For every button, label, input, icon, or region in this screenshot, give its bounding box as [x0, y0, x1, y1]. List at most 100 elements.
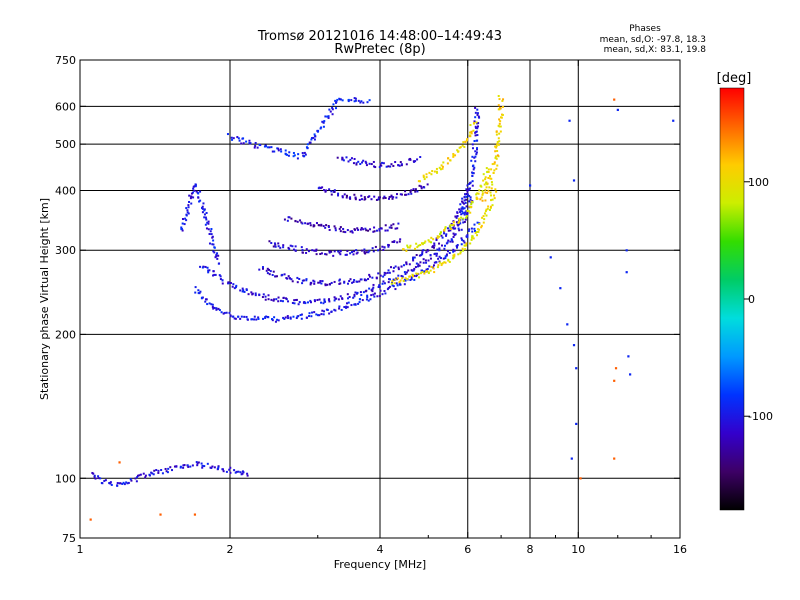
data-point — [233, 287, 236, 290]
data-point — [273, 298, 276, 301]
data-point — [187, 212, 190, 215]
data-point — [364, 197, 367, 200]
data-point — [233, 469, 236, 472]
data-point — [397, 274, 400, 277]
data-point — [309, 224, 312, 227]
data-point — [320, 252, 323, 255]
data-point — [208, 302, 211, 305]
data-point — [422, 174, 425, 177]
data-point — [287, 246, 290, 249]
data-point — [415, 242, 418, 245]
data-point — [287, 317, 290, 320]
data-point — [433, 244, 436, 247]
data-point — [351, 251, 354, 254]
data-point — [422, 258, 425, 261]
data-point — [205, 298, 208, 301]
data-point — [461, 212, 464, 215]
data-point — [473, 227, 476, 230]
data-point — [483, 218, 486, 221]
data-point — [349, 230, 352, 233]
data-point — [459, 146, 462, 149]
data-point — [203, 213, 206, 216]
data-point — [412, 259, 415, 262]
data-point — [295, 298, 298, 301]
data-point — [491, 163, 494, 166]
data-point — [404, 279, 407, 282]
data-point — [473, 140, 476, 143]
data-point — [97, 475, 100, 478]
data-point — [423, 270, 426, 273]
data-point — [429, 257, 432, 260]
data-point — [218, 274, 221, 277]
data-point — [301, 222, 304, 225]
data-point — [486, 183, 489, 186]
data-point — [274, 320, 277, 323]
data-point — [614, 367, 618, 370]
data-point — [353, 100, 356, 103]
data-point — [407, 193, 410, 196]
data-point — [388, 271, 391, 274]
data-point — [423, 241, 426, 244]
data-point — [396, 227, 399, 230]
data-point — [199, 265, 202, 268]
data-points — [89, 94, 675, 521]
data-point — [448, 251, 451, 254]
data-point — [324, 253, 327, 256]
data-point — [333, 299, 336, 302]
data-point — [179, 465, 182, 468]
data-point — [392, 164, 395, 167]
data-point — [270, 298, 273, 301]
data-point — [193, 189, 196, 192]
data-point — [416, 158, 419, 161]
data-point — [275, 275, 278, 278]
data-point — [466, 235, 469, 238]
data-point — [461, 144, 464, 147]
data-point — [318, 314, 321, 317]
data-point — [326, 308, 329, 311]
data-point — [248, 142, 251, 145]
data-point — [433, 242, 436, 245]
data-point — [433, 253, 436, 256]
data-point — [99, 477, 102, 480]
data-point — [627, 355, 630, 358]
data-point — [415, 262, 418, 265]
data-point — [438, 261, 441, 264]
data-point — [190, 202, 193, 205]
data-point — [311, 249, 314, 252]
data-point — [421, 271, 424, 274]
data-point — [414, 247, 417, 250]
data-point — [239, 317, 242, 320]
data-point — [498, 132, 501, 135]
data-point — [167, 467, 170, 470]
data-point — [396, 193, 399, 196]
data-point — [476, 147, 479, 150]
data-point — [377, 249, 380, 252]
data-point — [469, 124, 472, 127]
data-point — [342, 230, 345, 233]
x-tick-label: 4 — [377, 543, 384, 556]
data-point — [254, 294, 257, 297]
data-point — [572, 344, 576, 347]
data-point — [211, 303, 214, 306]
data-point — [193, 513, 197, 516]
data-point — [469, 198, 472, 201]
data-point — [452, 153, 455, 156]
data-point — [320, 301, 323, 304]
data-point — [432, 246, 435, 249]
data-point — [460, 213, 463, 216]
data-point — [464, 218, 467, 221]
data-point — [486, 192, 489, 195]
y-tick-label: 400 — [55, 184, 76, 197]
data-point — [315, 253, 318, 256]
data-point — [414, 190, 417, 193]
data-point — [463, 211, 466, 214]
data-point — [306, 301, 309, 304]
data-point — [329, 110, 332, 113]
data-point — [368, 287, 371, 290]
data-point — [463, 202, 466, 205]
data-point — [421, 242, 424, 245]
data-point — [495, 130, 498, 133]
data-point — [413, 274, 416, 277]
data-point — [428, 265, 431, 268]
data-point — [474, 231, 477, 234]
